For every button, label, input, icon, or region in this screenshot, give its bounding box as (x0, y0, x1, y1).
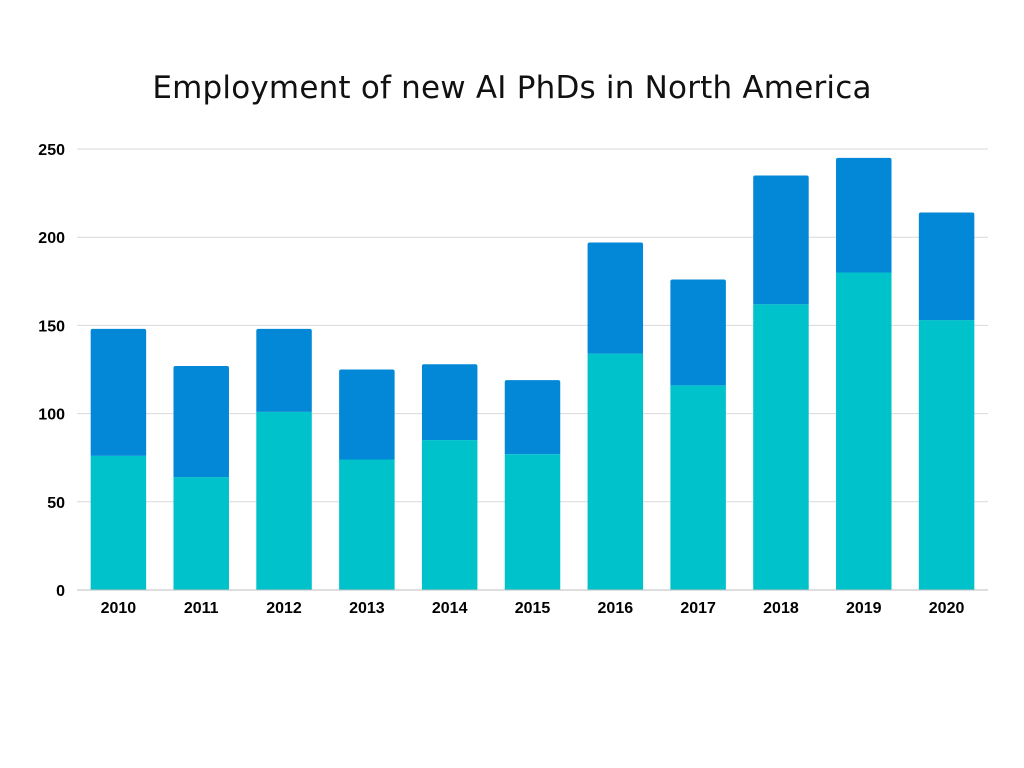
bar-segment (918, 212, 975, 321)
bar-segment (670, 279, 726, 386)
x-tick-label: 2015 (515, 600, 551, 617)
bar-segment (421, 440, 478, 590)
y-tick-label: 200 (38, 230, 65, 247)
x-tick-label: 2016 (598, 600, 634, 617)
x-tick-label: 2012 (266, 600, 302, 617)
bar-segment (918, 320, 975, 590)
x-tick-label: 2011 (184, 600, 219, 617)
y-tick-label: 250 (38, 142, 65, 159)
x-tick-label: 2017 (680, 600, 716, 617)
bar-segment (504, 454, 561, 590)
bar-segment (670, 385, 726, 590)
x-tick-label: 2018 (763, 600, 799, 617)
bar-segment (836, 272, 892, 590)
bar-segment (339, 459, 395, 590)
bars (90, 157, 975, 590)
bar-segment (173, 365, 229, 478)
bar-segment (587, 242, 644, 354)
bar-segment (173, 477, 229, 590)
x-tick-label: 2014 (432, 600, 468, 617)
bar-segment (753, 175, 809, 305)
bar-segment (587, 353, 644, 590)
bar-segment (339, 369, 395, 460)
y-tick-label: 150 (38, 318, 65, 335)
bar-segment (836, 157, 892, 273)
y-tick-label: 0 (56, 583, 65, 600)
bar-segment (256, 328, 312, 412)
bar-segment (421, 364, 478, 441)
bar-segment (90, 328, 147, 456)
x-axis-tick-labels: 2010 2011 2012 2013 2014 2015 2016 2017 2018 2019… (101, 600, 965, 617)
bar-segment (90, 455, 147, 590)
bar-segment (753, 304, 809, 590)
x-tick-label: 2019 (846, 600, 882, 617)
x-tick-label: 2020 (929, 600, 965, 617)
y-tick-label: 50 (47, 495, 65, 512)
chart-title: Employment of new AI PhDs in North Ameri… (152, 70, 872, 106)
x-tick-label: 2010 (101, 600, 137, 617)
x-tick-label: 2013 (349, 600, 385, 617)
y-axis-tick-labels: 0 50 100 150 200 250 (38, 142, 65, 600)
bar-segment (504, 380, 561, 455)
bar-segment (256, 411, 312, 590)
y-tick-label: 100 (38, 407, 65, 424)
